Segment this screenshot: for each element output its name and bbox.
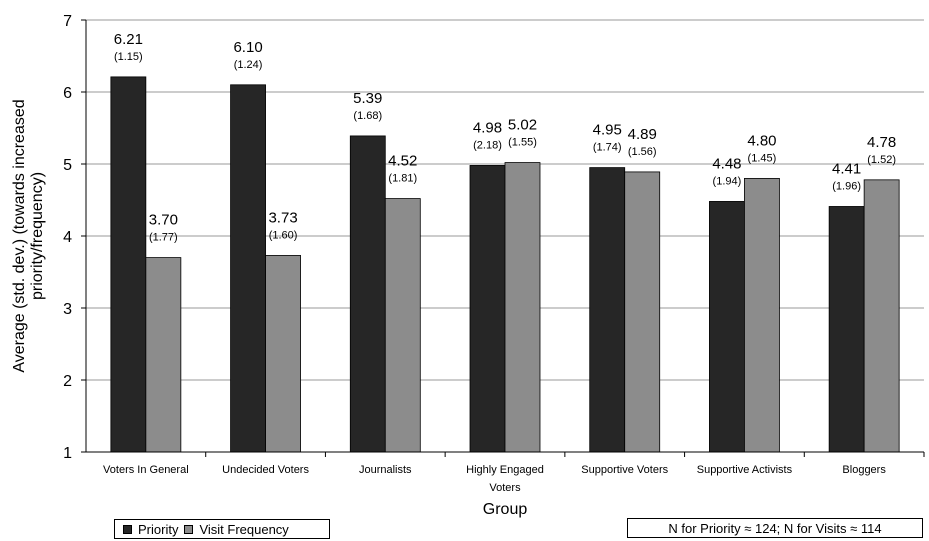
value-label: 4.95: [593, 122, 622, 139]
std-dev-label: (1.74): [593, 142, 622, 154]
bar-visit-frequency: [863, 179, 900, 453]
value-label: 5.02: [508, 117, 537, 134]
std-dev-label: (1.56): [628, 146, 657, 158]
bar-visit-frequency: [384, 198, 421, 453]
bars: [110, 76, 900, 453]
bar-visit-frequency: [624, 171, 661, 453]
bar-visit-frequency: [744, 177, 780, 453]
std-dev-label: (1.24): [234, 59, 263, 71]
std-dev-label: (1.52): [867, 154, 896, 166]
y-tick-label: 3: [63, 301, 72, 318]
category-label: Highly Engaged: [466, 464, 544, 476]
category-label: Journalists: [359, 464, 412, 476]
legend-swatch-visit-frequency: [184, 524, 194, 534]
x-axis-title: Group: [483, 501, 528, 518]
category-label: Undecided Voters: [222, 464, 309, 476]
std-dev-label: (1.96): [832, 180, 861, 192]
bar-priority: [709, 201, 745, 453]
value-label: 3.73: [268, 209, 297, 226]
value-label: 3.70: [149, 212, 178, 229]
y-tick-label: 2: [63, 373, 72, 390]
legend-label-priority: Priority: [138, 521, 179, 537]
value-label: 6.10: [233, 39, 262, 56]
value-label: 4.98: [473, 119, 502, 136]
y-tick-label: 5: [63, 157, 72, 174]
bar-visit-frequency: [145, 257, 182, 453]
y-axis-title: Average (std. dev.) (towards increasedpr…: [11, 99, 46, 372]
value-label: 4.41: [832, 160, 861, 177]
category-label: Bloggers: [842, 464, 886, 476]
std-dev-label: (1.15): [114, 51, 143, 63]
y-tick-label: 4: [63, 229, 72, 246]
sample-size-note: N for Priority ≈ 124; N for Visits ≈ 114: [627, 518, 923, 538]
value-label: 4.78: [867, 134, 896, 151]
value-label: 4.89: [628, 126, 657, 143]
std-dev-label: (1.55): [508, 137, 537, 149]
value-label: 4.52: [388, 153, 417, 170]
category-label: Voters In General: [103, 464, 189, 476]
y-tick-label: 7: [63, 13, 72, 30]
legend: Priority Visit Frequency: [114, 519, 330, 539]
category-label: Supportive Activists: [697, 464, 793, 476]
std-dev-label: (1.60): [269, 229, 298, 241]
std-dev-label: (1.81): [388, 173, 417, 185]
std-dev-label: (1.68): [353, 110, 382, 122]
category-label: Voters: [489, 482, 521, 494]
bar-priority: [469, 165, 506, 453]
y-tick-labels: 1 2 3 4 5 6 7: [63, 13, 86, 462]
value-label: 5.39: [353, 90, 382, 107]
legend-swatch-priority: [123, 524, 132, 534]
std-dev-label: (1.94): [713, 175, 742, 187]
bar-chart: 1 2 3 4 5 6 7 6.21 (1.15) 3.70 (1.77) 6.10 (1.24) 3.…: [11, 13, 925, 518]
bar-priority: [589, 167, 626, 453]
std-dev-label: (1.77): [149, 232, 178, 244]
category-labels: Voters In General Undecided Voters Journal…: [103, 452, 925, 494]
value-label: 4.48: [712, 155, 741, 172]
bar-priority: [349, 135, 386, 453]
bar-priority: [230, 84, 266, 453]
bar-priority: [828, 206, 865, 453]
bar-visit-frequency: [504, 162, 541, 453]
category-label: Supportive Voters: [581, 464, 668, 476]
bar-priority: [110, 76, 147, 453]
std-dev-label: (2.18): [473, 139, 502, 151]
y-axis-title-line: priority/frequency): [29, 172, 46, 300]
y-tick-label: 1: [63, 445, 72, 462]
y-tick-label: 6: [63, 85, 72, 102]
data-labels: 6.21 (1.15) 3.70 (1.77) 6.10 (1.24) 3.73 (1.60)…: [114, 31, 896, 244]
std-dev-label: (1.45): [748, 152, 777, 164]
value-label: 4.80: [747, 132, 776, 149]
y-axis-title-line: Average (std. dev.) (towards increased: [11, 99, 28, 372]
bar-visit-frequency: [265, 255, 301, 453]
legend-label-visit-frequency: Visit Frequency: [199, 521, 289, 537]
value-label: 6.21: [114, 31, 143, 48]
